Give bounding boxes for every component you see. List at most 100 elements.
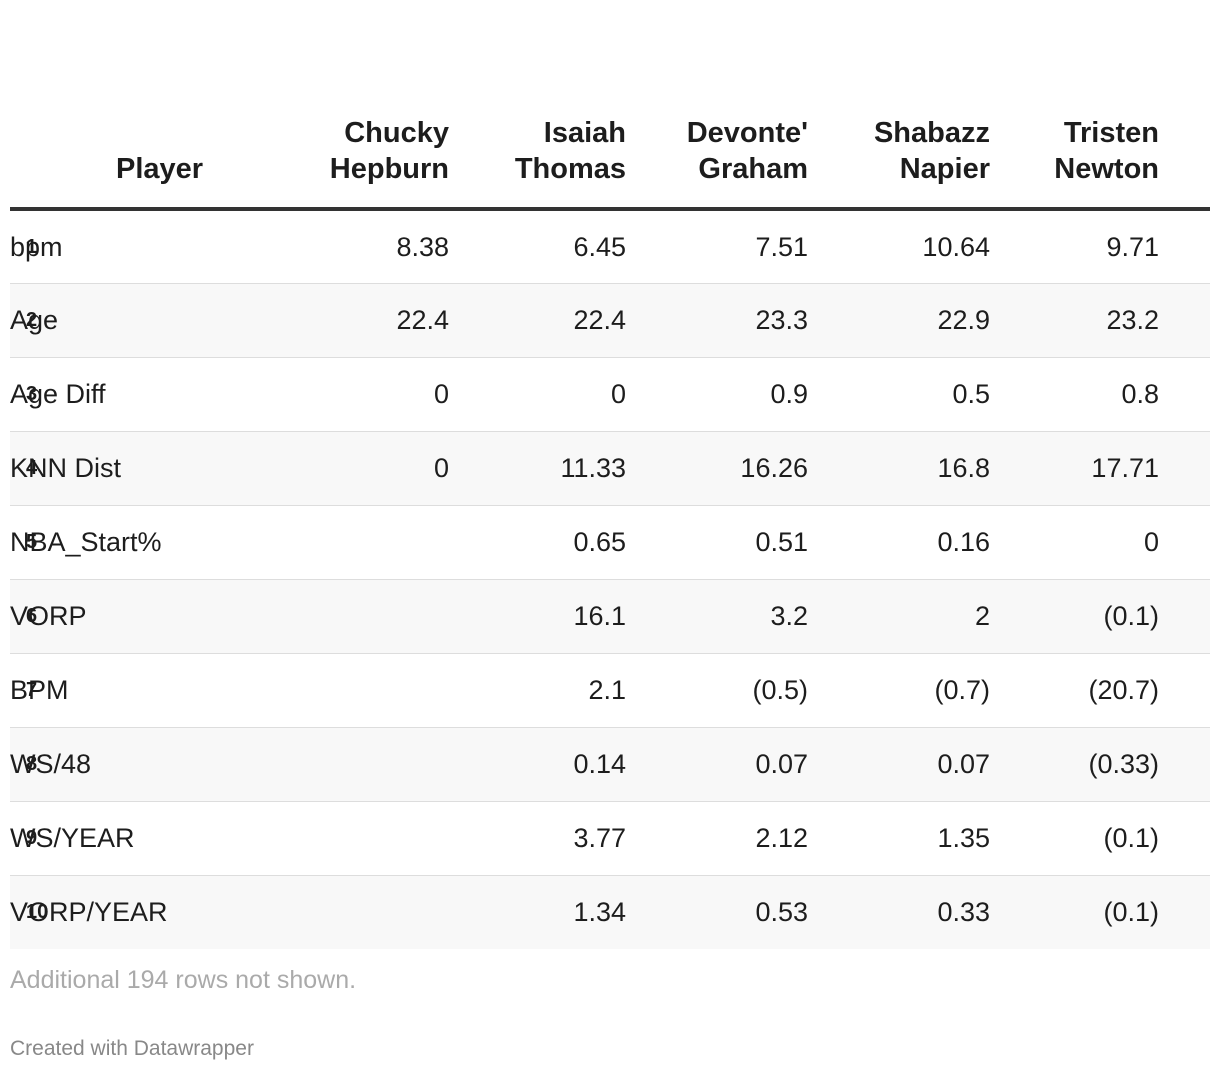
table-row: 6 VORP 16.1 3.2 2 (0.1)	[10, 579, 1210, 654]
row-spacer	[1159, 727, 1210, 802]
table-cell: 0.33	[937, 897, 990, 928]
row-spacer	[1159, 357, 1210, 432]
table-cell: (20.7)	[990, 653, 1159, 728]
table-notes: Additional 194 rows not shown.	[10, 966, 357, 994]
row-spacer	[1159, 579, 1210, 654]
table-row: 3 Age Diff 0 0 0.9 0.5 0.8	[10, 357, 1210, 432]
row-spacer	[1159, 431, 1210, 506]
table-cell: 8.38	[271, 209, 449, 284]
table-row: 8 WS/48 0.14 0.07 0.07 (0.33)	[10, 727, 1210, 802]
table-cell: 0	[449, 357, 626, 432]
row-label: BPM	[10, 653, 271, 728]
column-header-line: Newton	[1054, 153, 1159, 185]
column-header-label: Player	[116, 153, 204, 185]
table-cell: 16.1	[449, 579, 626, 654]
column-header-player[interactable]: Player	[10, 105, 271, 211]
table-cell	[271, 875, 449, 949]
table-cell: 10.64	[808, 209, 990, 284]
table-cell	[271, 579, 449, 654]
table-cell	[271, 653, 449, 728]
column-header-line: Shabazz	[873, 117, 990, 149]
column-header-isaiah-thomas[interactable]: Isaiah Thomas	[449, 105, 626, 211]
table-cell: 0.16	[808, 505, 990, 580]
header-row: Player Chucky Hepburn Isaiah Thomas Devo…	[10, 105, 1210, 211]
table-cell: 16.8	[808, 431, 990, 506]
table-cell: 0	[990, 505, 1159, 580]
table-cell: (0.1)	[990, 801, 1159, 876]
table-cell: 3.77	[449, 801, 626, 876]
table-cell: 17.71	[990, 431, 1159, 506]
column-header-line: Napier	[899, 153, 990, 185]
table-cell: 2	[808, 579, 990, 654]
column-header-line: Hepburn	[329, 153, 449, 185]
table-cell: 11.33	[449, 431, 626, 506]
datawrapper-credit: Created with Datawrapper	[10, 1037, 254, 1060]
table-cell: 0	[271, 431, 449, 506]
table-cell: 0.65	[449, 505, 626, 580]
table-cell: (0.1)	[990, 579, 1159, 654]
row-label: bpm	[10, 209, 271, 284]
column-header-line: Devonte'	[686, 117, 808, 149]
data-table-container: Player Chucky Hepburn Isaiah Thomas Devo…	[10, 105, 1210, 949]
table-cell: 0.9	[626, 357, 808, 432]
table-cell: 6.45	[449, 209, 626, 284]
table-cell: 2.12	[626, 801, 808, 876]
table-cell: 2.1	[449, 653, 626, 728]
table-cell: 0.07	[626, 727, 808, 802]
table-cell: 0.5	[808, 357, 990, 432]
table-cell: (0.5)	[626, 653, 808, 728]
column-header-devonte-graham[interactable]: Devonte' Graham	[626, 105, 808, 211]
row-label: VORP/YEAR	[10, 897, 168, 928]
table-cell: 22.9	[808, 283, 990, 358]
table-cell: (0.1)	[1103, 897, 1159, 928]
row-spacer	[1159, 801, 1210, 876]
table-cell: 0.07	[808, 727, 990, 802]
table-cell: 22.4	[449, 283, 626, 358]
table-body: 1 bpm 8.38 6.45 7.51 10.64 9.71 2 Age 22.4 22.4 23.…	[10, 209, 1210, 949]
table-row: 9 WS/YEAR 3.77 2.12 1.35 (0.1)	[10, 801, 1210, 876]
column-header-line: Graham	[698, 153, 808, 185]
row-label: WS/48	[10, 727, 271, 802]
table-cell: 22.4	[271, 283, 449, 358]
row-spacer	[1159, 875, 1210, 949]
row-label: Age Diff	[10, 357, 271, 432]
table-row: 1 bpm 8.38 6.45 7.51 10.64 9.71	[10, 209, 1210, 284]
table-cell: 0.51	[626, 505, 808, 580]
table-cell: 1.35	[808, 801, 990, 876]
column-header-line: Chucky	[344, 117, 449, 149]
row-label: KNN Dist	[10, 431, 271, 506]
table-cell: 0	[271, 357, 449, 432]
row-label: WS/YEAR	[10, 801, 271, 876]
table-row: 2 Age 22.4 22.4 23.3 22.9 23.2	[10, 283, 1210, 358]
table-cell: 3.2	[626, 579, 808, 654]
table-cell: 16.26	[626, 431, 808, 506]
row-label: VORP	[10, 579, 271, 654]
column-header-line: Thomas	[514, 153, 626, 185]
row-label: NBA_Start%	[10, 505, 271, 580]
table-cell: 23.3	[626, 283, 808, 358]
table-cell: 7.51	[626, 209, 808, 284]
table-row: 10 VORP/YEAR 1.34 0.53 0.33 (0.1)	[10, 875, 1210, 949]
row-spacer	[1159, 505, 1210, 580]
column-header-chucky-hepburn[interactable]: Chucky Hepburn	[271, 105, 449, 211]
row-label: Age	[10, 283, 271, 358]
table-cell: 1.34	[573, 897, 626, 928]
data-table: Player Chucky Hepburn Isaiah Thomas Devo…	[10, 105, 1210, 949]
table-cell: 0.8	[990, 357, 1159, 432]
column-header-shabazz-napier[interactable]: Shabazz Napier	[808, 105, 990, 211]
row-spacer	[1159, 283, 1210, 358]
table-cell	[271, 727, 449, 802]
table-cell: 9.71	[990, 209, 1159, 284]
table-row: 5 NBA_Start% 0.65 0.51 0.16 0	[10, 505, 1210, 580]
table-cell: (0.7)	[808, 653, 990, 728]
table-cell: (0.33)	[990, 727, 1159, 802]
row-spacer	[1159, 209, 1210, 284]
table-cell: 0.14	[449, 727, 626, 802]
column-header-line: Isaiah	[543, 117, 626, 149]
header-spacer	[1159, 105, 1210, 211]
column-header-tristen-newton[interactable]: Tristen Newton	[990, 105, 1159, 211]
table-cell	[271, 801, 449, 876]
table-row: 7 BPM 2.1 (0.5) (0.7) (20.7)	[10, 653, 1210, 728]
row-spacer	[1159, 653, 1210, 728]
column-header-line: Tristen	[1063, 117, 1159, 149]
